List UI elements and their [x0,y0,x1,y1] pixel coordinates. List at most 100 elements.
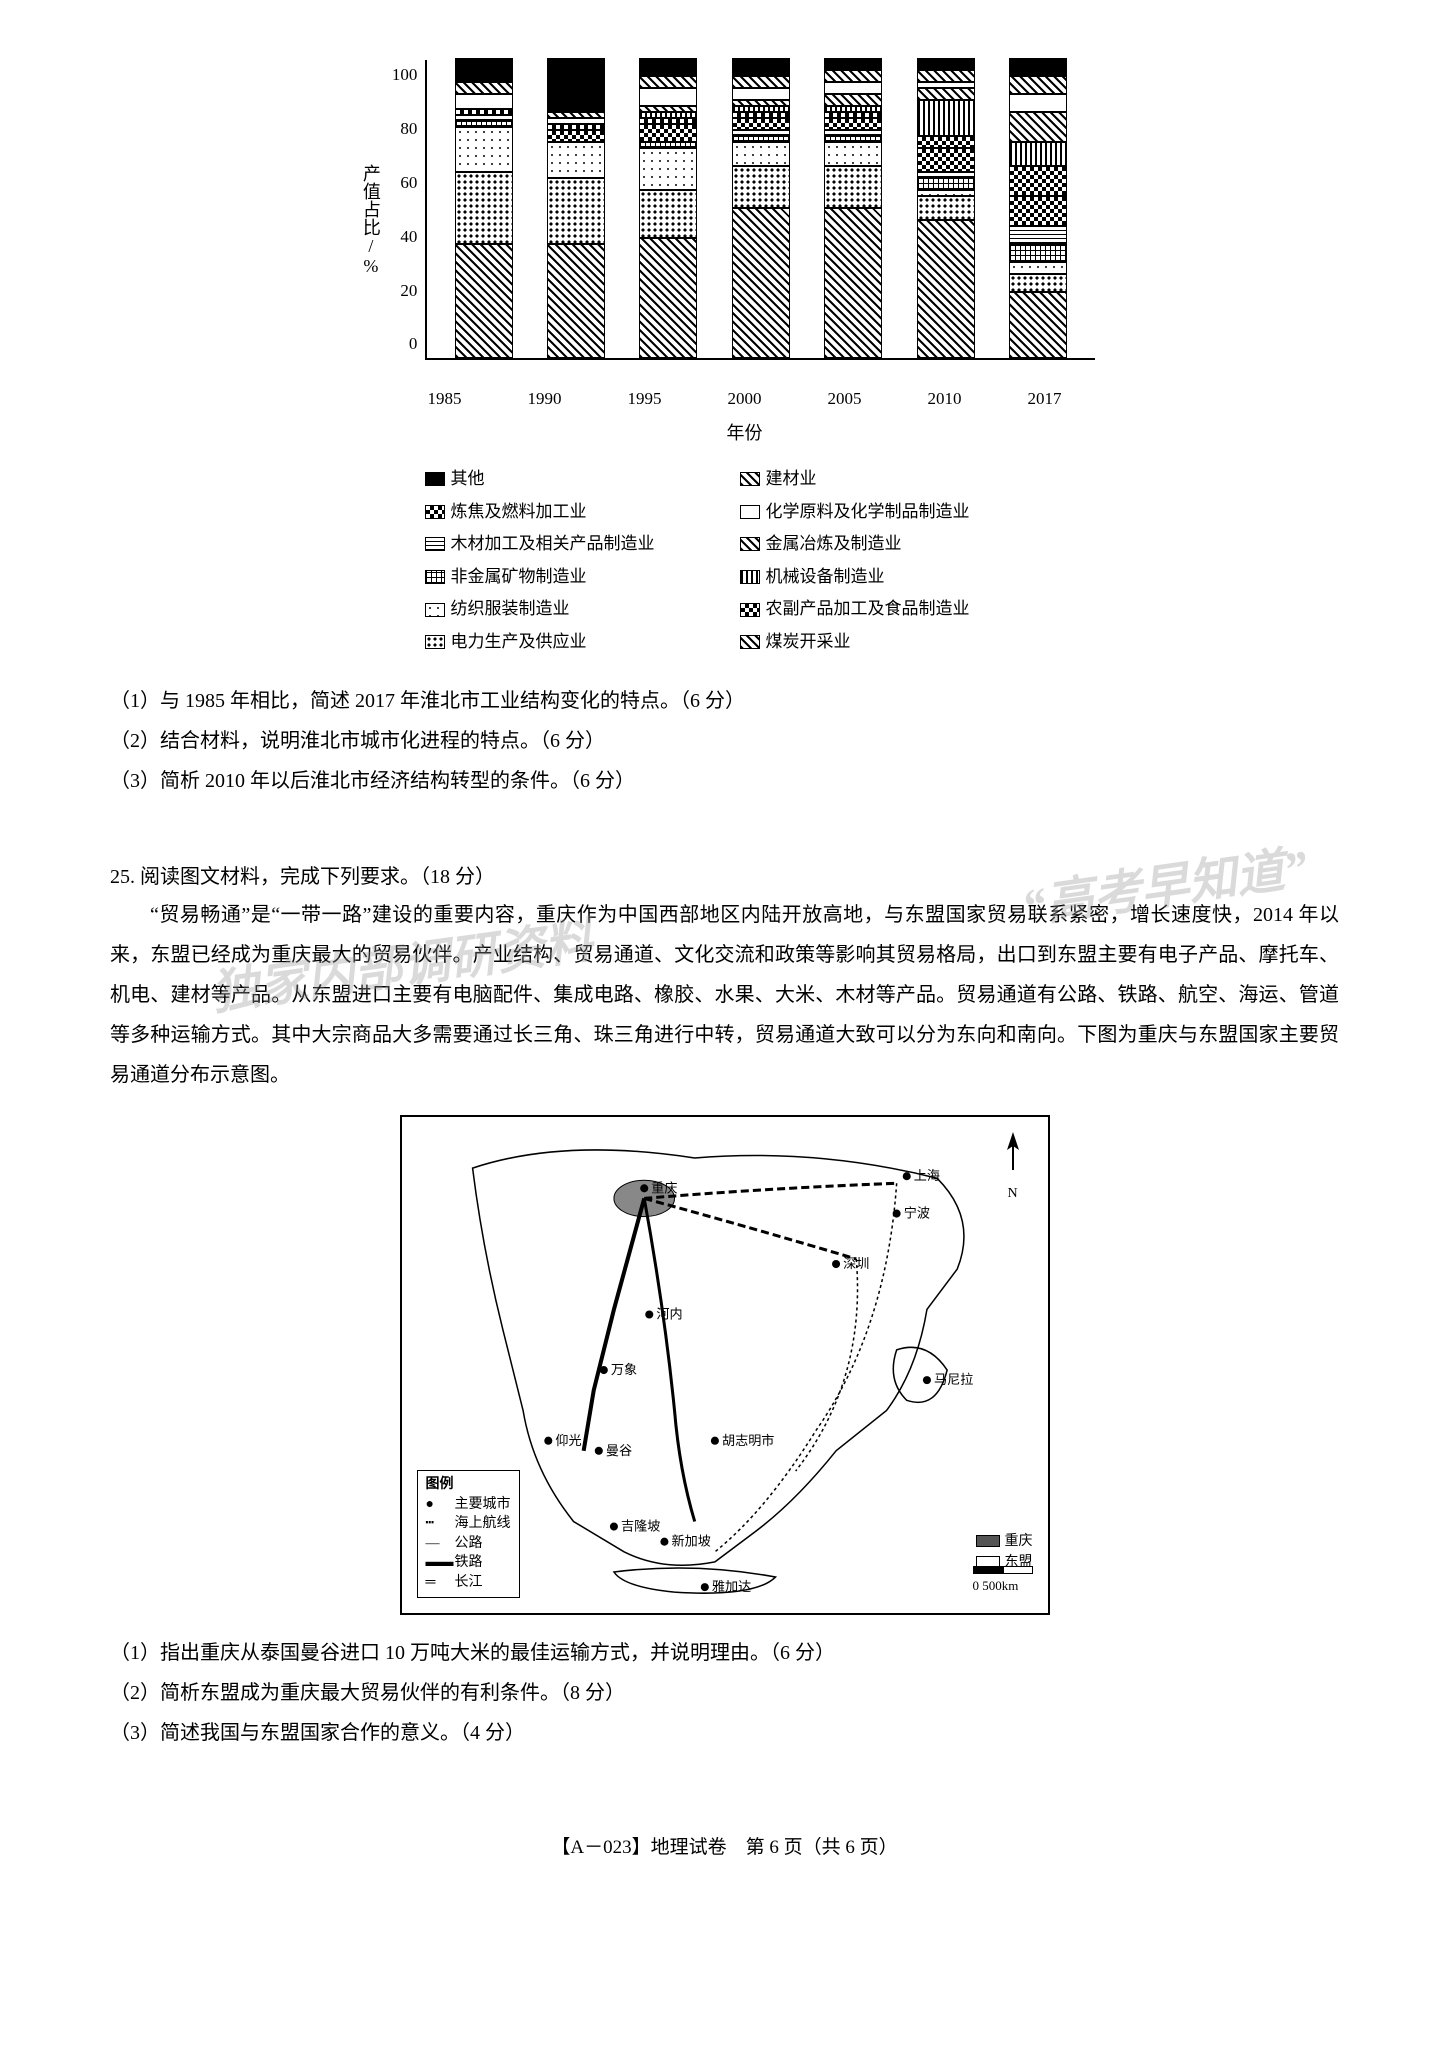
segment [824,82,882,94]
city-dot [544,1436,552,1444]
segment [917,148,975,172]
segment [732,88,790,100]
x-label: 1990 [528,384,562,415]
legend-item: 电力生产及供应业 [425,627,710,658]
trade-route-map: N 重庆上海宁波深圳马尼拉河内万象仰光曼谷胡志明市吉隆坡新加坡雅加达 图例 ●主… [400,1115,1050,1615]
segment [639,88,697,106]
q25-header: 25. 阅读图文材料，完成下列要求。（18 分） [110,859,1339,895]
segment [1009,274,1067,292]
segment [1009,292,1067,358]
x-label: 1995 [628,384,662,415]
city-label: 重庆 [651,1180,677,1195]
segment [639,58,697,76]
segment [917,178,975,190]
segment [547,142,605,178]
scale-label: 0 500km [973,1574,1033,1597]
legend-label: 农副产品加工及食品制造业 [766,594,970,625]
x-axis-labels: 1985199019952000200520102017 [355,380,1095,415]
bar-2000 [732,58,790,358]
ytick: 40 [400,222,417,253]
legend-label: 其他 [451,464,485,495]
segment [455,94,513,109]
segment [639,238,697,358]
legend-item: 建材业 [740,464,1025,495]
map-legend-title: 图例 [426,1475,511,1495]
segment [455,82,513,94]
city-dot [892,1209,900,1217]
segment [732,166,790,208]
segment [732,58,790,76]
legend-item: 炼焦及燃料加工业 [425,497,710,528]
segment [917,220,975,358]
city-label: 曼谷 [605,1442,631,1457]
x-label: 1985 [428,384,462,415]
q25-1: （1）指出重庆从泰国曼谷进口 10 万吨大米的最佳运输方式，并说明理由。（6 分… [110,1635,1339,1671]
legend-label: 木材加工及相关产品制造业 [451,529,655,560]
legend-swatch [740,603,760,617]
segment [547,130,605,142]
city-dot [660,1537,668,1545]
north-arrow: N [1003,1132,1023,1206]
north-label: N [1003,1181,1023,1206]
q25-3: （3）简述我国与东盟国家合作的意义。（4 分） [110,1715,1339,1751]
segment [455,127,513,172]
city-label: 吉隆坡 [621,1518,660,1533]
segment [732,76,790,88]
bar-2017 [1009,58,1067,358]
segment [824,70,882,82]
scale-bar: 0 500km [973,1566,1033,1597]
map-region-legend-item: 重庆 [976,1531,1033,1552]
city-label: 河内 [656,1306,682,1321]
ytick: 20 [400,276,417,307]
legend-label: 炼焦及燃料加工业 [451,497,587,528]
legend-label: 电力生产及供应业 [451,627,587,658]
chart-legend: 其他建材业炼焦及燃料加工业化学原料及化学制品制造业木材加工及相关产品制造业金属冶… [425,464,1025,658]
bar-2010 [917,58,975,358]
legend-label: 化学原料及化学制品制造业 [766,497,970,528]
map-legend-item: ┅海上航线 [426,1514,511,1534]
legend-label: 纺织服装制造业 [451,594,570,625]
legend-item: 非金属矿物制造业 [425,562,710,593]
legend-label: 建材业 [766,464,817,495]
segment [824,166,882,208]
map-legend-item: ●主要城市 [426,1495,511,1515]
segment [917,70,975,82]
segment [917,136,975,148]
segment [639,148,697,190]
map-legend-item: ▬▬铁路 [426,1553,511,1573]
city-dot [609,1522,617,1530]
city-label: 新加坡 [671,1533,710,1548]
map-legend-item: —公路 [426,1534,511,1554]
segment [1009,76,1067,94]
city-dot [700,1583,708,1591]
segment [1009,142,1067,166]
segment [1009,112,1067,142]
segment [455,58,513,82]
segment [639,190,697,238]
ytick: 100 [392,60,418,91]
segment [917,58,975,70]
segment [639,124,697,142]
city-dot [645,1310,653,1318]
bar-2005 [824,58,882,358]
ytick: 80 [400,114,417,145]
segment [824,142,882,166]
segment [547,244,605,358]
map-legend-box: 图例 ●主要城市┅海上航线—公路▬▬铁路═长江 [417,1470,520,1598]
city-label: 上海 [913,1168,939,1183]
city-dot [599,1366,607,1374]
legend-item: 农副产品加工及食品制造业 [740,594,1025,625]
bar-1990 [547,58,605,358]
segment [1009,244,1067,262]
map-legend-item: ═长江 [426,1573,511,1593]
city-dot [710,1436,718,1444]
bar-1995 [639,58,697,358]
legend-item: 其他 [425,464,710,495]
segment [1009,58,1067,76]
segment [455,172,513,244]
legend-swatch [425,603,445,617]
legend-swatch [425,505,445,519]
legend-swatch [740,537,760,551]
segment [732,118,790,130]
q24-3: （3）简析 2010 年以后淮北市经济结构转型的条件。（6 分） [110,763,1339,799]
